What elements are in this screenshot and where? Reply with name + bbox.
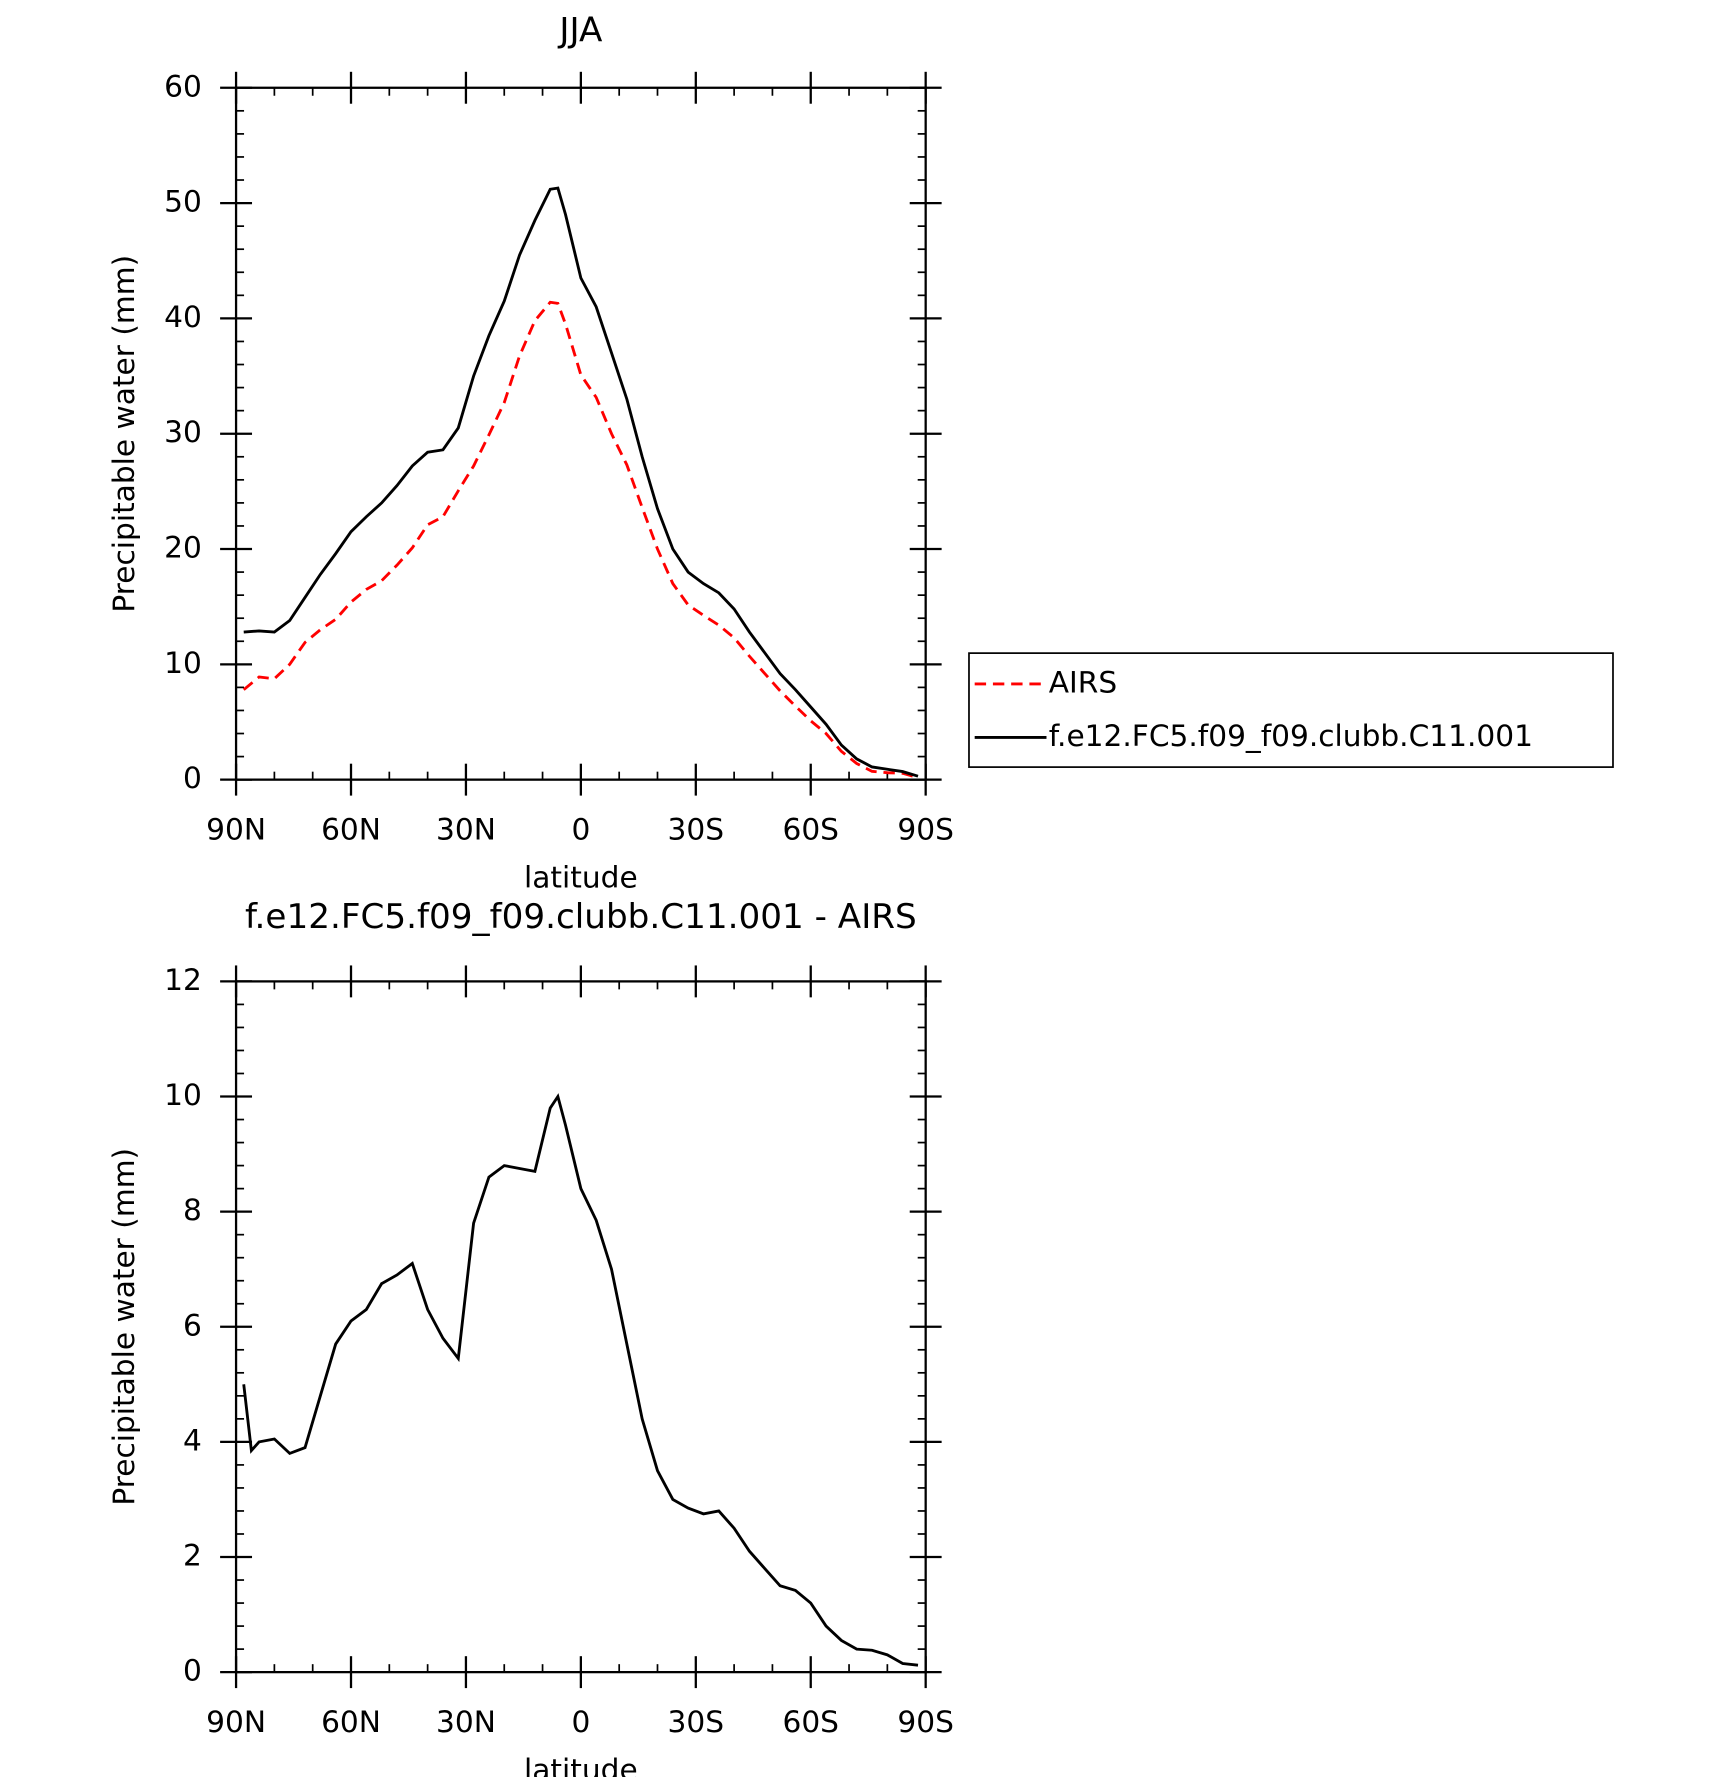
y-tick-label: 2	[183, 1538, 202, 1573]
x-axis-label: latitude	[524, 859, 638, 894]
y-tick-label: 10	[164, 645, 202, 680]
y-tick-label: 10	[164, 1077, 202, 1112]
data-line	[242, 300, 919, 779]
y-tick-label: 30	[164, 414, 202, 449]
y-tick-label: 0	[183, 1653, 202, 1688]
x-tick-label: 90S	[897, 1704, 954, 1739]
y-tick-label: 4	[183, 1422, 202, 1457]
chart-title: JJA	[557, 10, 603, 50]
x-tick-label: 30S	[668, 1704, 725, 1739]
x-tick-label: 90N	[206, 811, 266, 846]
y-tick-label: 0	[183, 760, 202, 795]
y-tick-label: 8	[183, 1192, 202, 1227]
legend-box	[968, 652, 1614, 768]
x-tick-label: 30N	[436, 811, 496, 846]
x-tick-label: 60N	[321, 1704, 381, 1739]
y-tick-label: 12	[164, 962, 202, 997]
data-line	[242, 1093, 919, 1667]
legend-label: AIRS	[1049, 664, 1117, 699]
y-axis-label: Precipitable water (mm)	[106, 255, 141, 613]
data-line	[243, 186, 919, 778]
y-tick-label: 6	[183, 1307, 202, 1342]
x-tick-label: 30S	[668, 811, 725, 846]
plot-frame	[234, 86, 927, 781]
y-axis-label: Precipitable water (mm)	[106, 1148, 141, 1506]
x-tick-label: 60S	[782, 811, 839, 846]
legend-label: f.e12.FC5.f09_f09.clubb.C11.001	[1049, 718, 1533, 753]
x-tick-label: 90S	[897, 811, 954, 846]
y-tick-label: 50	[164, 184, 202, 219]
chart-title: f.e12.FC5.f09_f09.clubb.C11.001 - AIRS	[245, 897, 917, 937]
x-axis-label: latitude	[524, 1752, 638, 1777]
x-tick-label: 30N	[436, 1704, 496, 1739]
y-tick-label: 20	[164, 530, 202, 565]
y-tick-label: 40	[164, 299, 202, 334]
x-tick-label: 0	[571, 1704, 590, 1739]
x-tick-label: 90N	[206, 1704, 266, 1739]
x-tick-label: 60S	[782, 1704, 839, 1739]
x-tick-label: 0	[571, 811, 590, 846]
y-tick-label: 60	[164, 68, 202, 103]
plot-frame	[234, 980, 927, 1674]
x-tick-label: 60N	[321, 811, 381, 846]
